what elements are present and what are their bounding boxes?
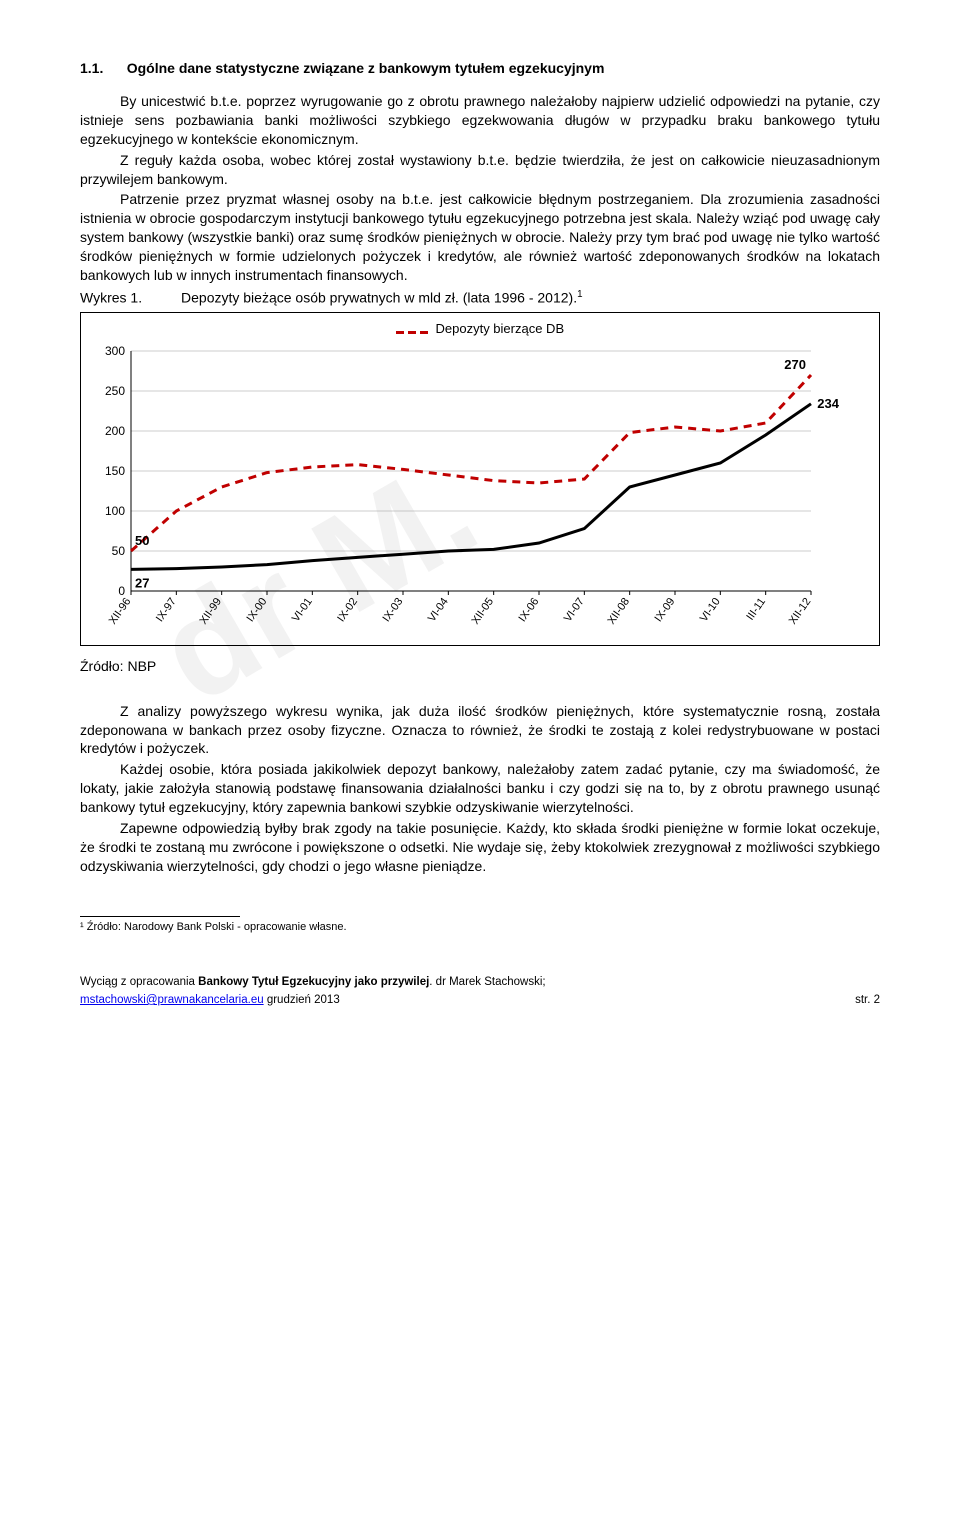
paragraph-6: Zapewne odpowiedzią byłby brak zgody na … (80, 819, 880, 876)
svg-text:XII-08: XII-08 (605, 595, 632, 626)
chart-container: Depozyty bierzące DB 0 50 100 150 200 250 300 X… (80, 312, 880, 646)
paragraph-4: Z analizy powyższego wykresu wynika, jak… (80, 702, 880, 759)
section-heading: 1.1. Ogólne dane statystyczne związane z… (80, 60, 880, 76)
paragraph-5: Każdej osobie, która posiada jakikolwiek… (80, 760, 880, 817)
svg-text:IX-03: IX-03 (381, 595, 406, 623)
legend-dash-icon (396, 322, 432, 337)
svg-text:IX-00: IX-00 (245, 595, 270, 623)
svg-text:XII-96: XII-96 (107, 595, 134, 626)
chart-source: Źródło: NBP (80, 658, 880, 674)
svg-text:XII-12: XII-12 (787, 595, 814, 626)
footer-text-2: . dr Marek Stachowski; (429, 976, 545, 988)
chart-title-text: Depozyty bieżące osób prywatnych w mld z… (181, 290, 577, 306)
svg-text:IX-97: IX-97 (154, 595, 179, 623)
svg-text:234: 234 (817, 395, 839, 410)
svg-text:IX-06: IX-06 (517, 595, 542, 623)
svg-text:VI-01: VI-01 (290, 595, 315, 623)
svg-text:100: 100 (105, 504, 125, 518)
legend-label: Depozyty bierzące DB (436, 321, 565, 336)
heading-title: Ogólne dane statystyczne związane z bank… (127, 60, 605, 76)
footnote-separator (80, 916, 240, 917)
paragraph-1: By unicestwić b.t.e. poprzez wyrugowanie… (80, 92, 880, 149)
svg-text:VI-04: VI-04 (426, 595, 451, 623)
svg-text:300: 300 (105, 344, 125, 358)
svg-text:III-11: III-11 (744, 595, 768, 622)
footer-bold: Bankowy Tytuł Egzekucyjny jako przywilej (198, 976, 429, 988)
svg-text:27: 27 (135, 575, 149, 590)
footer-email-link[interactable]: mstachowski@prawnakancelaria.eu (80, 994, 264, 1006)
chart-legend: Depozyty bierzące DB (91, 321, 869, 337)
svg-text:IX-09: IX-09 (653, 595, 678, 623)
chart-title: Wykres 1. Depozyty bieżące osób prywatny… (80, 289, 880, 306)
svg-text:VI-10: VI-10 (698, 595, 723, 623)
footer-page: str. 2 (855, 991, 880, 1009)
svg-text:0: 0 (118, 584, 125, 598)
svg-text:IX-02: IX-02 (335, 595, 360, 623)
svg-text:XII-05: XII-05 (469, 595, 496, 626)
chart-title-sup: 1 (577, 289, 582, 300)
heading-number: 1.1. (80, 60, 103, 76)
svg-text:270: 270 (784, 357, 806, 372)
paragraph-3: Patrzenie przez pryzmat własnej osoby na… (80, 190, 880, 284)
svg-text:XII-99: XII-99 (197, 595, 224, 626)
footnote: ¹ Źródło: Narodowy Bank Polski - opracow… (80, 921, 880, 933)
svg-text:200: 200 (105, 424, 125, 438)
svg-text:50: 50 (135, 533, 149, 548)
svg-text:150: 150 (105, 464, 125, 478)
paragraph-2: Z reguły każda osoba, wobec której zosta… (80, 151, 880, 189)
chart-svg: 0 50 100 150 200 250 300 XII-96 IX-97 XII-99 IX-00… (91, 341, 851, 641)
svg-text:VI-07: VI-07 (562, 595, 587, 623)
footer-date: grudzień 2013 (264, 994, 340, 1006)
footer: Wyciąg z opracowania Bankowy Tytuł Egzek… (80, 973, 880, 1010)
footer-text-1: Wyciąg z opracowania (80, 976, 198, 988)
svg-text:250: 250 (105, 384, 125, 398)
svg-text:50: 50 (112, 544, 126, 558)
chart-title-label: Wykres 1. (80, 290, 142, 306)
